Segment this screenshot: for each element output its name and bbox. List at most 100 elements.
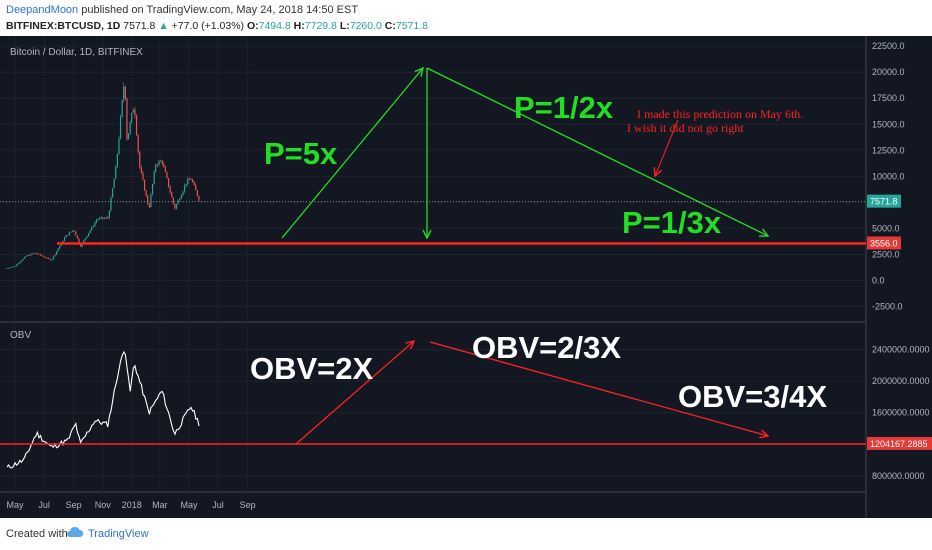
price-candle bbox=[164, 166, 166, 173]
publish-info: published on TradingView.com, May 24, 20… bbox=[81, 4, 359, 16]
price-candle bbox=[196, 190, 198, 197]
price-candle bbox=[161, 160, 163, 164]
price-tick-label: 22500.0 bbox=[872, 41, 905, 51]
price-candle bbox=[52, 256, 54, 260]
price-candle bbox=[86, 236, 88, 239]
price-candle bbox=[126, 98, 128, 140]
last-price-tag bbox=[867, 194, 901, 208]
obv-series-line bbox=[6, 350, 200, 469]
price-candle bbox=[119, 116, 122, 139]
time-tick-label: May bbox=[7, 500, 25, 510]
price-tick-label: -2500.0 bbox=[872, 302, 903, 312]
price-candle bbox=[99, 217, 101, 220]
price-candle bbox=[163, 163, 165, 167]
price-candle bbox=[20, 260, 22, 263]
price-support-tag bbox=[867, 236, 901, 250]
price-candle bbox=[55, 251, 58, 255]
last-price-label: 7571.8 bbox=[870, 197, 898, 207]
obv-pane[interactable] bbox=[6, 350, 200, 469]
change-arrow: ▲ bbox=[158, 20, 169, 32]
price-candle bbox=[110, 197, 112, 211]
price-candle bbox=[23, 256, 26, 259]
high-value: 7729.8 bbox=[304, 20, 337, 32]
price-candle bbox=[94, 222, 96, 226]
price-pane[interactable] bbox=[0, 82, 866, 270]
price-candle bbox=[9, 267, 11, 269]
price-candle bbox=[59, 245, 61, 249]
price-candle bbox=[132, 109, 134, 113]
time-tick-label: Sep bbox=[240, 500, 256, 510]
price-candle bbox=[116, 154, 118, 167]
price-candle bbox=[35, 253, 37, 254]
price-pane-title: Bitcoin / Dollar, 1D, BITFINEX bbox=[10, 47, 143, 58]
price-candle bbox=[75, 231, 77, 236]
price-candle bbox=[134, 109, 136, 116]
price-candle bbox=[100, 217, 102, 219]
obv-tick-label: 1600000.0000 bbox=[872, 408, 930, 418]
price-candle bbox=[76, 235, 78, 239]
chart-area[interactable]: 22500.0 20000.0 17500.0 15000.0 12500.0 10000… bbox=[0, 36, 932, 518]
price-tick-label: 17500.0 bbox=[872, 93, 905, 103]
time-tick-label: Sep bbox=[66, 500, 82, 510]
last-price: 7571.8 bbox=[123, 20, 156, 32]
obv-decline-arrow bbox=[429, 341, 768, 436]
symbol: BITFINEX:BTCUSD, 1D bbox=[6, 20, 121, 32]
price-tick-label: 20000.0 bbox=[872, 67, 905, 77]
price-candle bbox=[198, 196, 200, 201]
price-candle bbox=[51, 259, 53, 261]
price-candle bbox=[83, 240, 85, 243]
price-candle bbox=[87, 233, 90, 237]
price-candle bbox=[151, 184, 154, 195]
price-candle bbox=[92, 225, 94, 227]
price-candle bbox=[43, 256, 45, 258]
price-candle bbox=[193, 182, 195, 185]
price-tick-label: 2500.0 bbox=[872, 249, 900, 259]
price-candle bbox=[179, 198, 181, 201]
price-candle bbox=[139, 151, 141, 168]
note-pointer-arrow bbox=[655, 119, 679, 176]
prediction-note-line: I made this prediction on May 6th. bbox=[637, 107, 803, 121]
price-candle bbox=[25, 255, 27, 257]
price-candle bbox=[172, 197, 174, 204]
price-candle bbox=[111, 188, 114, 198]
time-tick-label: 2018 bbox=[122, 500, 142, 510]
price-candle bbox=[123, 86, 125, 101]
price-candle bbox=[180, 195, 182, 199]
price-candle bbox=[7, 267, 10, 269]
price-candle bbox=[57, 248, 59, 252]
price-candle bbox=[195, 184, 197, 191]
obv-tick-label: 2400000.0000 bbox=[872, 345, 930, 355]
change-value: +77.0 (+1.03%) bbox=[171, 20, 245, 32]
obv-annotation: OBV=3/4X bbox=[678, 379, 827, 414]
price-candle bbox=[121, 100, 123, 117]
price-candle bbox=[67, 235, 69, 236]
price-candle bbox=[137, 134, 139, 152]
price-candle bbox=[183, 185, 186, 192]
low-value: 7260.0 bbox=[349, 20, 382, 32]
price-support-label: 3556.0 bbox=[870, 238, 898, 248]
price-candle bbox=[38, 254, 40, 255]
price-tick-label: 5000.0 bbox=[872, 223, 900, 233]
author-link[interactable]: DeepandMoon bbox=[6, 4, 79, 16]
time-tick-label: Nov bbox=[95, 500, 112, 510]
price-candle bbox=[177, 200, 179, 205]
tradingview-brand-link[interactable]: TradingView bbox=[88, 528, 149, 540]
price-candle bbox=[30, 253, 32, 256]
obv-annotation: OBV=2/3X bbox=[472, 330, 621, 365]
price-candle bbox=[185, 184, 187, 186]
price-candle bbox=[22, 258, 24, 261]
price-candle bbox=[95, 219, 98, 223]
price-candle bbox=[73, 230, 75, 232]
price-candle bbox=[167, 178, 170, 187]
price-candle bbox=[65, 235, 67, 238]
price-candle bbox=[6, 268, 8, 270]
price-candle bbox=[115, 166, 117, 179]
price-candle bbox=[44, 257, 46, 258]
obv-support-label: 1204167.2885 bbox=[870, 439, 928, 449]
chart-svg[interactable]: 22500.0 20000.0 17500.0 15000.0 12500.0 10000… bbox=[0, 36, 932, 518]
prediction-note-line: I wish it did not go right bbox=[627, 121, 744, 135]
price-annotation: P=1/2x bbox=[514, 90, 614, 125]
price-candle bbox=[97, 219, 99, 220]
price-candle bbox=[63, 237, 66, 242]
obv-pane-title: OBV bbox=[10, 330, 31, 341]
